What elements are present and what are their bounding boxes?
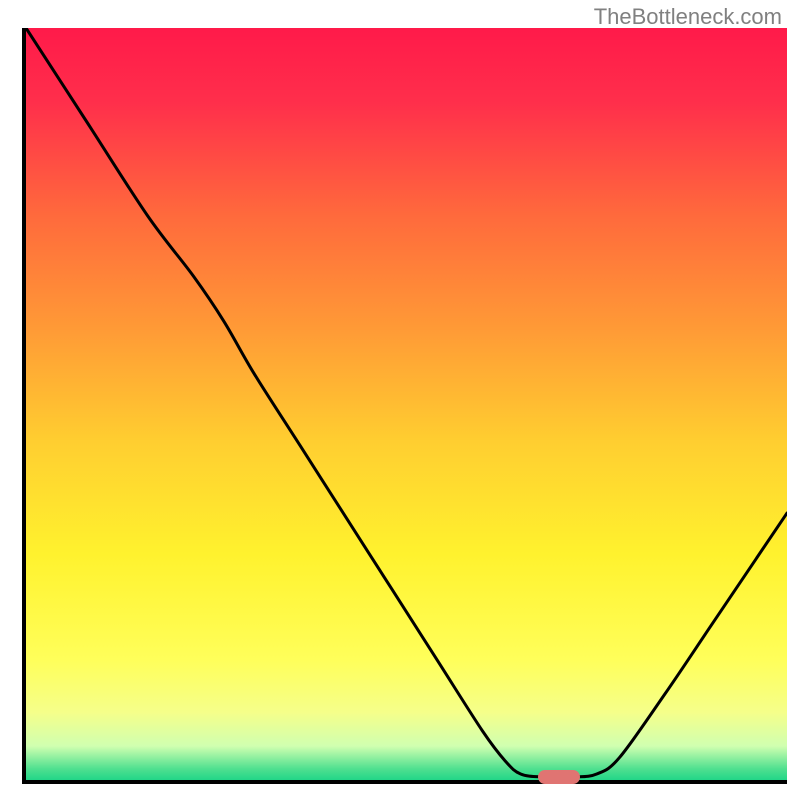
- gradient-background: [26, 28, 787, 780]
- optimum-marker: [538, 770, 580, 784]
- chart-plot-area: [22, 28, 787, 784]
- watermark-text: TheBottleneck.com: [594, 4, 782, 30]
- chart-container: TheBottleneck.com: [0, 0, 800, 800]
